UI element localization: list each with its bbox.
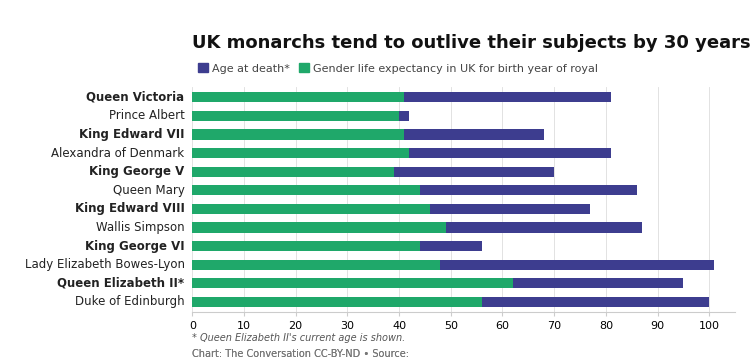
Text: Chart: The Conversation CC-BY-ND • Source:: Chart: The Conversation CC-BY-ND • Sourc…: [192, 349, 412, 359]
Text: Chart: The Conversation CC-BY-ND • Source:: Chart: The Conversation CC-BY-ND • Sourc…: [192, 349, 412, 359]
Bar: [192, 223, 446, 233]
Bar: [192, 278, 513, 289]
Bar: [192, 278, 683, 289]
Bar: [192, 241, 420, 251]
Bar: [192, 297, 710, 307]
Text: Prince Albert: Prince Albert: [109, 110, 185, 122]
Bar: [192, 148, 611, 158]
Bar: [192, 92, 611, 102]
Bar: [192, 148, 409, 158]
Bar: [192, 167, 554, 177]
Text: Queen Elizabeth II*: Queen Elizabeth II*: [57, 277, 185, 290]
Bar: [192, 167, 394, 177]
Bar: [192, 130, 544, 140]
Text: King Edward VIII: King Edward VIII: [75, 203, 185, 216]
Legend: Age at death*, Gender life expectancy in UK for birth year of royal: Age at death*, Gender life expectancy in…: [198, 64, 599, 74]
Text: King George V: King George V: [89, 165, 185, 178]
Bar: [192, 130, 404, 140]
Text: Alexandra of Denmark: Alexandra of Denmark: [51, 147, 185, 160]
Text: * Queen Elizabeth II's current age is shown.: * Queen Elizabeth II's current age is sh…: [192, 333, 406, 343]
Bar: [192, 111, 409, 121]
Text: UK monarchs tend to outlive their subjects by 30 years: UK monarchs tend to outlive their subjec…: [192, 34, 751, 52]
Text: Wallis Simpson: Wallis Simpson: [96, 221, 185, 234]
Bar: [192, 111, 399, 121]
Text: Queen Mary: Queen Mary: [112, 184, 185, 197]
Bar: [192, 92, 404, 102]
Bar: [192, 223, 642, 233]
Bar: [192, 297, 482, 307]
Text: Duke of Edinburgh: Duke of Edinburgh: [75, 295, 185, 309]
Text: King George VI: King George VI: [85, 240, 185, 253]
Bar: [192, 204, 590, 214]
Bar: [192, 241, 482, 251]
Bar: [192, 185, 420, 195]
Bar: [192, 260, 440, 270]
Bar: [192, 204, 430, 214]
Bar: [192, 185, 637, 195]
Text: King Edward VII: King Edward VII: [79, 128, 185, 141]
Bar: [192, 260, 715, 270]
Text: Queen Victoria: Queen Victoria: [87, 91, 185, 104]
Text: Lady Elizabeth Bowes-Lyon: Lady Elizabeth Bowes-Lyon: [25, 258, 185, 271]
